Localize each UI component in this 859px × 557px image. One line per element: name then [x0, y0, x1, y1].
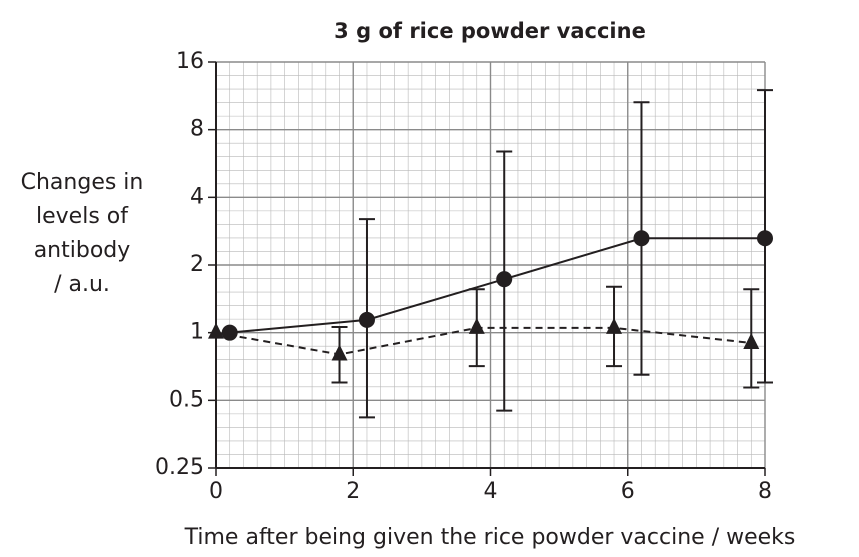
y-axis-label: Changes in — [21, 170, 144, 195]
y-tick-label: 8 — [190, 117, 204, 142]
chart-title: 3 g of rice powder vaccine — [334, 19, 646, 43]
y-axis-label: / a.u. — [54, 272, 110, 297]
x-tick-label: 8 — [758, 479, 772, 504]
y-tick-label: 0.25 — [155, 455, 204, 480]
x-tick-label: 2 — [346, 479, 360, 504]
y-tick-label: 2 — [190, 252, 204, 277]
point — [743, 332, 760, 349]
y-tick-label: 0.5 — [169, 387, 204, 412]
point — [757, 230, 773, 247]
point — [208, 322, 224, 339]
y-tick-label: 1 — [190, 320, 204, 345]
point — [221, 324, 238, 341]
point — [496, 271, 513, 288]
point — [606, 317, 623, 334]
x-tick-label: 0 — [209, 479, 223, 504]
point — [468, 317, 485, 334]
point — [633, 230, 650, 247]
x-tick-label: 4 — [484, 479, 498, 504]
y-axis-label: levels of — [36, 204, 129, 229]
x-axis-label: Time after being given the rice powder v… — [184, 525, 796, 550]
y-axis-label: antibody — [34, 238, 131, 263]
y-tick-label: 16 — [176, 49, 204, 74]
y-tick-label: 4 — [190, 184, 204, 209]
x-tick-label: 6 — [621, 479, 635, 504]
point — [331, 344, 348, 361]
point — [358, 311, 375, 328]
series-line — [229, 237, 765, 334]
